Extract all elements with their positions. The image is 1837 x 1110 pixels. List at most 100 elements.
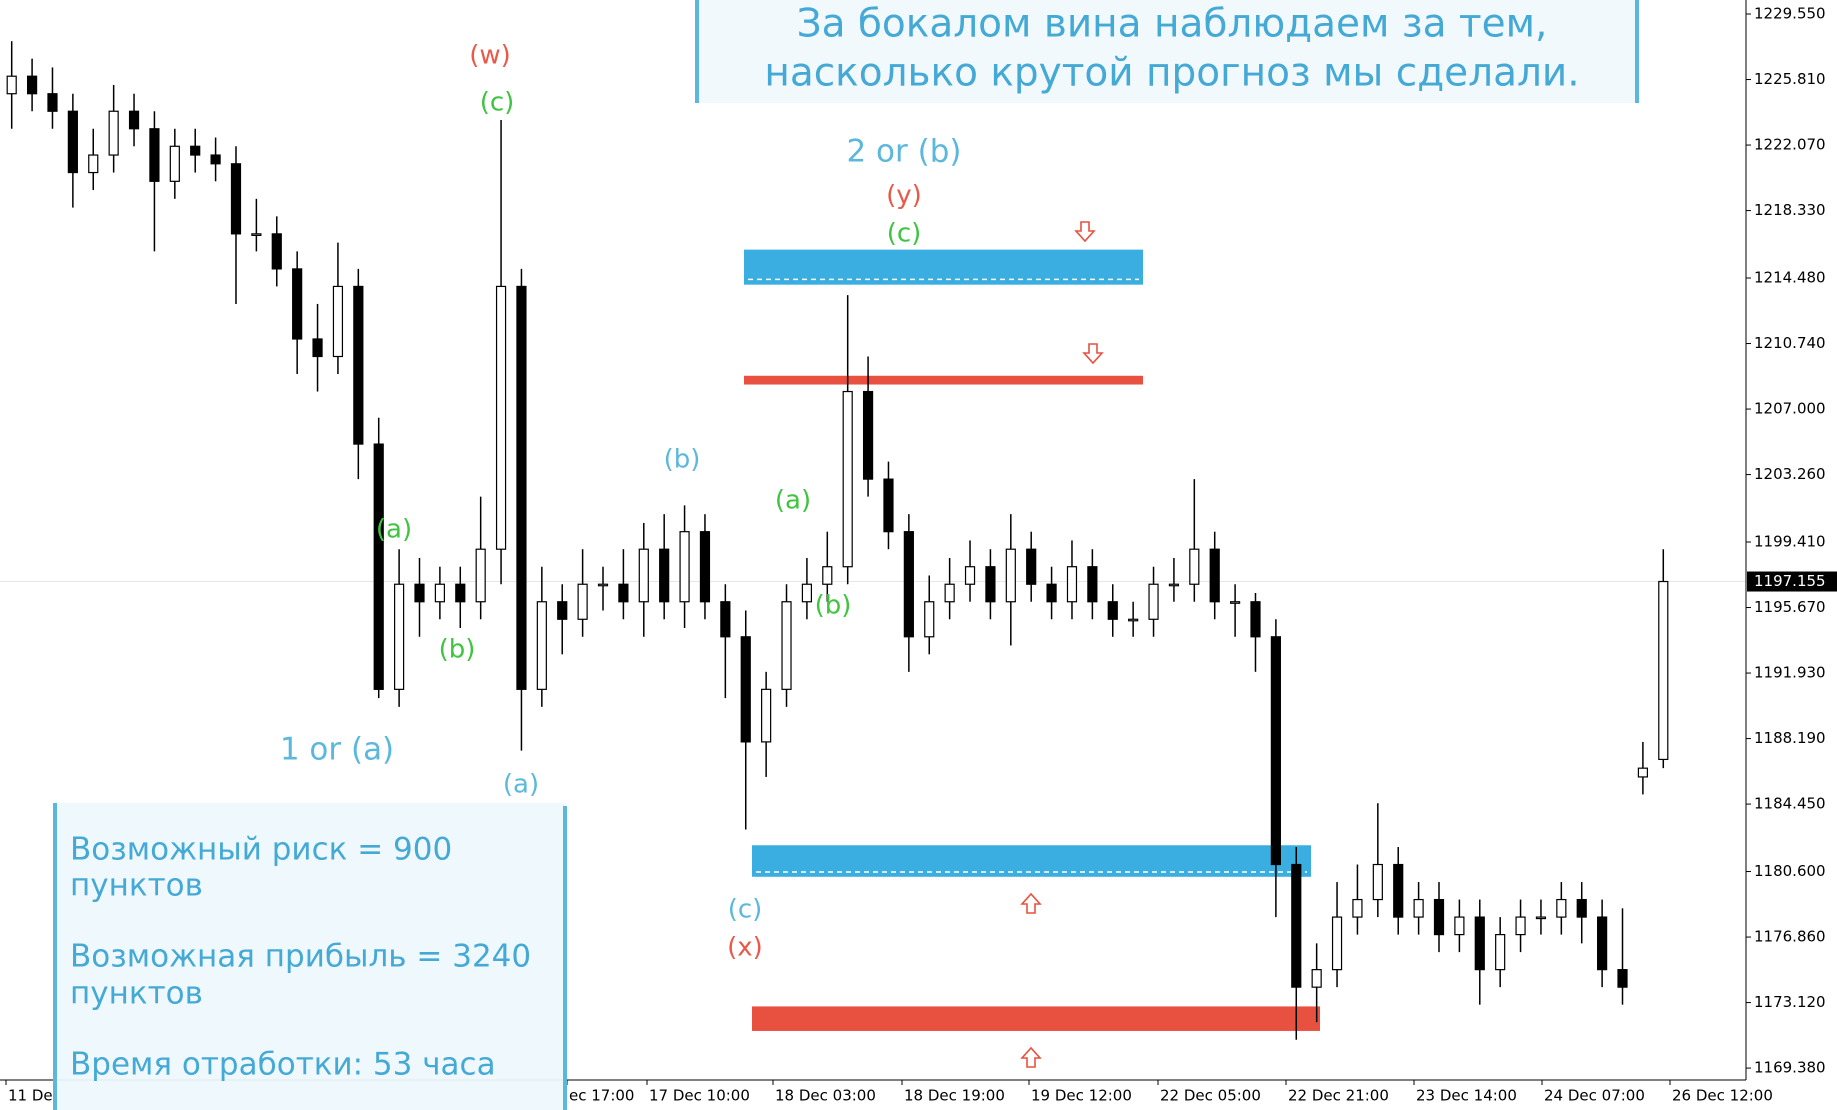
candle-body xyxy=(679,531,690,603)
candle-body xyxy=(964,566,976,585)
candle-body xyxy=(659,548,670,603)
banner-text: насколько крутой прогноз мы сделали. xyxy=(764,51,1579,96)
info-panel-bg xyxy=(55,803,565,1110)
candle-body xyxy=(6,75,17,95)
price-zone xyxy=(752,1006,1320,1031)
candle-body xyxy=(1372,863,1383,901)
candle-body xyxy=(1250,601,1261,638)
candle-body xyxy=(414,583,425,603)
wave-label: (b) xyxy=(439,635,476,665)
wave-label: (a) xyxy=(503,770,539,800)
candle-body xyxy=(577,583,588,620)
candle-body xyxy=(1311,969,1322,988)
candle-body xyxy=(108,110,119,156)
y-tick-label: 1214.480 xyxy=(1754,269,1826,287)
candle-body xyxy=(924,601,935,638)
x-tick-label: 19 Dec 12:00 xyxy=(1031,1087,1132,1105)
candle-body xyxy=(394,583,405,690)
candle-body xyxy=(985,566,996,603)
x-tick-label: 23 Dec 14:00 xyxy=(1416,1087,1517,1105)
candle-body xyxy=(332,285,344,358)
candle-body xyxy=(475,548,486,603)
y-tick-label: 1225.810 xyxy=(1754,70,1826,88)
wave-label: (c) xyxy=(480,88,515,118)
x-tick-label: 17 Dec 10:00 xyxy=(649,1087,750,1105)
candle-body xyxy=(1352,898,1363,918)
candle-body xyxy=(516,285,527,690)
y-tick-label: 1222.070 xyxy=(1754,136,1826,154)
candle-body xyxy=(1474,916,1485,971)
banner: За бокалом вина наблюдаем за тем,насколь… xyxy=(695,0,1639,103)
info-text: пунктов xyxy=(70,976,203,1012)
candle-body xyxy=(1087,566,1098,603)
x-tick-label: 22 Dec 21:00 xyxy=(1288,1087,1389,1105)
candle-body xyxy=(1005,548,1016,603)
y-tick-label: 1173.120 xyxy=(1754,993,1826,1011)
candle-body xyxy=(557,601,568,620)
candle-body xyxy=(1535,916,1547,920)
candle-body xyxy=(1433,898,1445,936)
wave-label: 1 or (a) xyxy=(280,732,394,768)
candle-body xyxy=(210,154,221,165)
candle-body xyxy=(1107,601,1118,620)
candle-body xyxy=(128,110,140,130)
candle-body xyxy=(292,268,303,340)
candle-body xyxy=(312,338,323,358)
candle-body xyxy=(822,566,833,585)
banner-bg xyxy=(697,0,1637,103)
x-tick-label: 26 Dec 12:00 xyxy=(1672,1087,1773,1105)
candle-body xyxy=(455,583,466,603)
wave-label: (x) xyxy=(727,933,763,963)
candle-body xyxy=(1026,548,1037,585)
candle-body xyxy=(761,688,772,743)
candle-body xyxy=(190,145,201,156)
wave-label: (y) xyxy=(886,181,922,211)
y-tick-label: 1207.000 xyxy=(1754,400,1826,418)
info-text: Возможная прибыль = 3240 xyxy=(70,939,531,975)
candle-body xyxy=(1454,916,1465,936)
x-tick-label: 18 Dec 03:00 xyxy=(775,1087,876,1105)
candle-body xyxy=(720,601,731,638)
candle-body xyxy=(434,583,445,603)
y-tick-label: 1180.600 xyxy=(1754,862,1826,880)
price-tag-label: 1197.155 xyxy=(1754,572,1826,590)
candle-body xyxy=(903,531,914,638)
candle-body xyxy=(1066,566,1078,603)
wave-label: (c) xyxy=(728,895,763,925)
candle-body xyxy=(1556,898,1567,918)
candle-body xyxy=(495,285,507,550)
banner-border-right xyxy=(1635,0,1639,103)
candle-body xyxy=(1291,863,1302,988)
candle-body xyxy=(536,601,547,690)
y-tick-label: 1229.550 xyxy=(1754,5,1826,23)
candle-body xyxy=(1393,863,1404,918)
info-text: пунктов xyxy=(70,868,203,904)
candle-body xyxy=(88,154,99,174)
candle-body xyxy=(842,390,853,568)
y-tick-label: 1210.740 xyxy=(1754,334,1826,352)
x-tick-label: 11 De xyxy=(8,1087,53,1105)
candle-body xyxy=(1229,601,1241,604)
candle-body xyxy=(230,163,242,235)
wave-label: 2 or (b) xyxy=(846,134,961,170)
signal-arrow xyxy=(1074,221,1096,243)
candle-body xyxy=(862,390,874,480)
x-tick-label: 22 Dec 05:00 xyxy=(1160,1087,1261,1105)
candle-body xyxy=(1413,898,1424,918)
wave-label: (w) xyxy=(469,41,511,71)
price-zone xyxy=(744,375,1143,385)
candle-body xyxy=(618,583,629,603)
candle-body xyxy=(1270,636,1281,866)
candle-body xyxy=(1331,916,1343,971)
candle-body xyxy=(47,93,58,112)
candle-body xyxy=(1168,583,1180,587)
candle-body xyxy=(373,443,384,690)
candle-body xyxy=(944,583,955,603)
candle-body xyxy=(251,233,262,236)
candle-body xyxy=(1209,548,1220,603)
wave-label: (b) xyxy=(815,591,852,621)
candle-body xyxy=(149,128,160,182)
info-border-right xyxy=(563,806,567,1110)
y-tick-label: 1188.190 xyxy=(1754,729,1826,747)
